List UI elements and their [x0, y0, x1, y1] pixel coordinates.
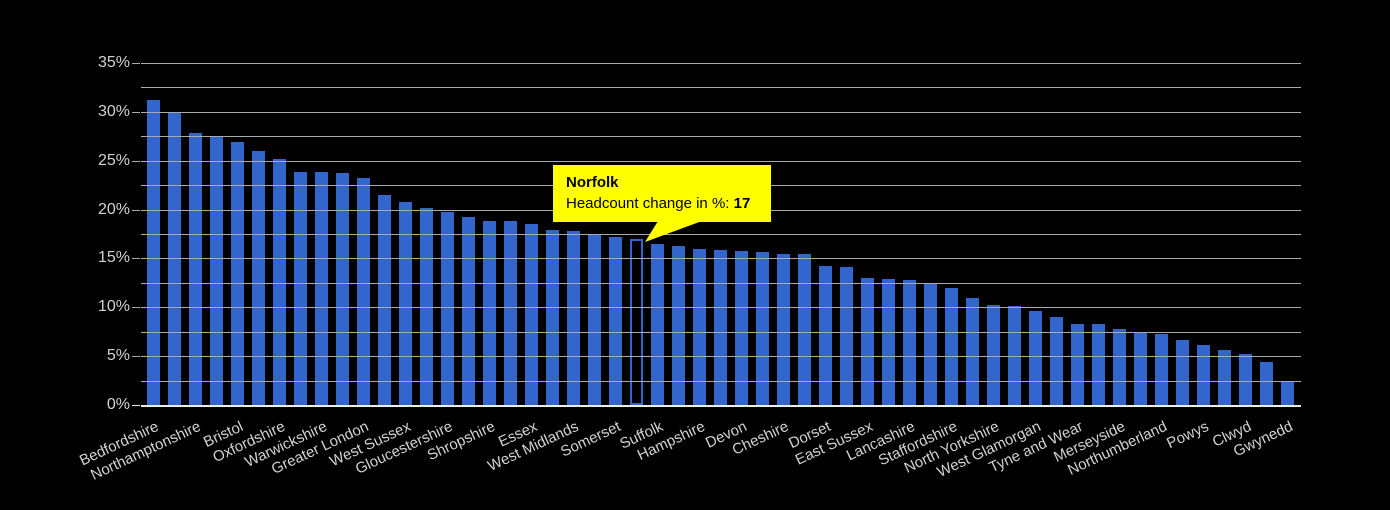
gridline [141, 136, 1301, 137]
bar[interactable] [336, 173, 349, 405]
y-axis-label: 15% [97, 249, 130, 266]
bar-hampshire[interactable] [693, 249, 706, 405]
bar[interactable] [1092, 324, 1105, 405]
y-axis-tick [132, 258, 140, 259]
bar[interactable] [1176, 340, 1189, 405]
bar[interactable] [378, 195, 391, 405]
tooltip-title: Norfolk [566, 174, 619, 191]
bar[interactable] [546, 230, 559, 405]
bar[interactable] [588, 235, 601, 405]
tooltip-norfolk: Norfolk Headcount change in %: 17 [553, 165, 771, 222]
gridline [141, 356, 1301, 357]
bar-tyne-and-wear[interactable] [1071, 324, 1084, 405]
bar[interactable] [672, 246, 685, 405]
bar-north-yorkshire[interactable] [987, 305, 1000, 405]
bar[interactable] [504, 221, 517, 405]
bar-devon[interactable] [735, 251, 748, 405]
bar-west-sussex[interactable] [399, 202, 412, 405]
bar[interactable] [756, 252, 769, 405]
y-axis-label: 5% [106, 347, 130, 364]
bar[interactable] [420, 208, 433, 405]
y-axis-label: 0% [106, 396, 130, 413]
bar[interactable] [882, 279, 895, 405]
tooltip-value: 17 [733, 195, 751, 212]
bar-warwickshire[interactable] [315, 172, 328, 405]
bar[interactable] [252, 151, 265, 405]
gridline [141, 283, 1301, 284]
y-axis-label: 30% [97, 103, 130, 120]
bar-west-glamorgan[interactable] [1029, 311, 1042, 405]
y-axis-tick [132, 161, 140, 162]
bar[interactable] [462, 217, 475, 405]
y-axis-tick [132, 307, 140, 308]
x-axis-label-powys: Powys [1164, 418, 1212, 453]
y-axis-tick [132, 405, 140, 406]
bar-essex[interactable] [525, 224, 538, 405]
y-axis-label: 20% [97, 201, 130, 218]
bar-powys[interactable] [1197, 345, 1210, 405]
bar-northamptonshire[interactable] [189, 133, 202, 405]
bar[interactable] [1260, 362, 1273, 405]
bar[interactable] [1134, 333, 1147, 405]
bar[interactable] [1008, 306, 1021, 405]
bar[interactable] [1218, 350, 1231, 405]
bar-greater-london[interactable] [357, 178, 370, 405]
bar-cheshire[interactable] [777, 254, 790, 405]
bar[interactable] [1050, 317, 1063, 405]
bar-gwynedd[interactable] [1281, 381, 1294, 405]
y-axis-label: 10% [97, 298, 130, 315]
gridline [141, 161, 1301, 162]
bar-east-sussex[interactable] [861, 278, 874, 405]
bar-clwyd[interactable] [1239, 354, 1252, 405]
bar-northumberland[interactable] [1155, 334, 1168, 405]
gridline [141, 112, 1301, 113]
bar-gloucestershire[interactable] [441, 212, 454, 405]
bar-staffordshire[interactable] [945, 288, 958, 405]
y-axis-label: 25% [97, 152, 130, 169]
bar[interactable] [210, 136, 223, 405]
bar-west-midlands[interactable] [567, 231, 580, 405]
x-axis-baseline [141, 405, 1301, 407]
y-axis-label: 35% [97, 54, 130, 71]
gridline [141, 381, 1301, 382]
bar-oxfordshire[interactable] [273, 159, 286, 405]
gridline [141, 332, 1301, 333]
bar[interactable] [840, 267, 853, 405]
bar-somerset[interactable] [609, 237, 622, 405]
bar[interactable] [714, 250, 727, 405]
bar[interactable] [924, 283, 937, 405]
gridline [141, 87, 1301, 88]
gridline [141, 258, 1301, 259]
y-axis-tick [132, 63, 140, 64]
bar[interactable] [798, 254, 811, 405]
y-axis-tick [132, 356, 140, 357]
y-axis-tick [132, 112, 140, 113]
bar[interactable] [294, 172, 307, 405]
bar-bedfordshire[interactable] [147, 100, 160, 405]
bar[interactable] [966, 298, 979, 405]
bar-norfolk-highlighted[interactable] [630, 239, 643, 405]
tooltip-line: Headcount change in %: 17 [566, 193, 758, 215]
y-axis-tick [132, 210, 140, 211]
tooltip-label: Headcount change in %: [566, 195, 734, 212]
bar-suffolk[interactable] [651, 244, 664, 405]
tooltip-pointer [645, 221, 702, 242]
bar-merseyside[interactable] [1113, 329, 1126, 405]
gridline [141, 63, 1301, 64]
gridline [141, 234, 1301, 235]
bar-bristol[interactable] [231, 142, 244, 405]
gridline [141, 307, 1301, 308]
bar-shropshire[interactable] [483, 221, 496, 405]
bar-dorset[interactable] [819, 266, 832, 405]
bar-lancashire[interactable] [903, 280, 916, 405]
